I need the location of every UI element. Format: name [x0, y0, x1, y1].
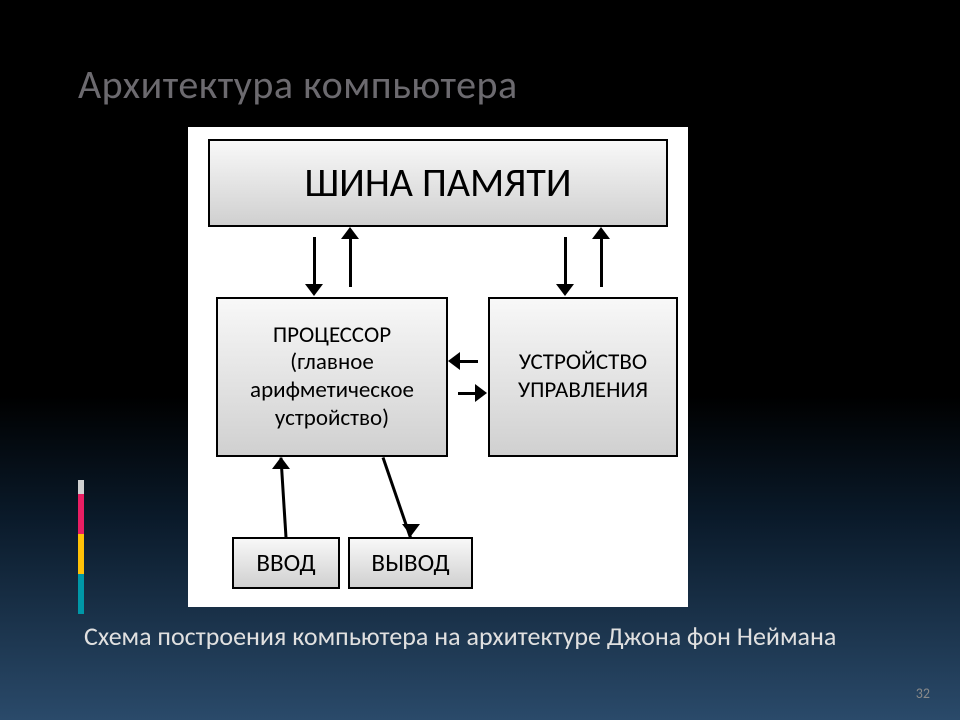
node-out: ВЫВОД [348, 537, 473, 589]
arrow-head-icon [448, 352, 460, 370]
arrow-head-icon [592, 227, 610, 239]
arrow-head-icon [402, 524, 420, 536]
slide-caption: Схема построения компьютера на архитекту… [84, 620, 874, 654]
arrow-head-icon [272, 457, 290, 469]
arrow-line [458, 360, 478, 363]
slide: Архитектура компьютера ШИНА ПАМЯТИ ПРОЦЕС… [0, 0, 960, 720]
stripe [78, 480, 84, 494]
architecture-diagram: ШИНА ПАМЯТИ ПРОЦЕССОР (главное арифметиче… [188, 127, 688, 607]
node-bus: ШИНА ПАМЯТИ [208, 139, 668, 227]
arrow-head-icon [341, 227, 359, 239]
arrow-head-icon [305, 284, 323, 296]
page-number: 32 [916, 685, 930, 702]
arrow-head-icon [475, 384, 487, 402]
arrow-line [564, 237, 567, 287]
stripe [78, 494, 84, 534]
accent-stripes [78, 480, 84, 614]
arrow-head-icon [556, 284, 574, 296]
arrow-line [349, 237, 352, 287]
slide-title: Архитектура компьютера [78, 60, 882, 109]
arrow-line [600, 237, 603, 287]
node-in: ВВОД [232, 537, 340, 589]
node-ctrl: УСТРОЙСТВО УПРАВЛЕНИЯ [488, 297, 678, 457]
stripe [78, 574, 84, 614]
arrow-line [313, 237, 316, 287]
node-cpu: ПРОЦЕССОР (главное арифметическое устрой… [216, 297, 448, 457]
stripe [78, 534, 84, 574]
